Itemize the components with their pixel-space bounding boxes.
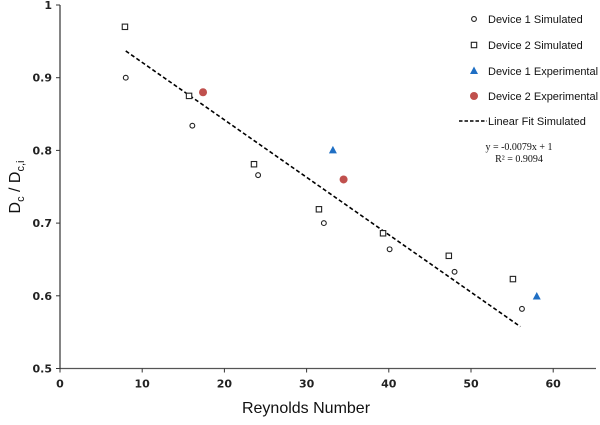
legend-label: Linear Fit Simulated (488, 116, 586, 128)
svg-text:Dc / Dc,i: Dc / Dc,i (7, 161, 27, 214)
data-point (386, 246, 393, 253)
data-point (255, 172, 262, 179)
legend-marker-icon (470, 92, 478, 100)
data-points (121, 23, 541, 312)
data-point (445, 252, 453, 260)
data-point (189, 122, 196, 129)
legend-item: Device 2 Experimental (470, 91, 598, 103)
y-tick-label: 0.6 (33, 290, 53, 303)
axes: 0.50.60.70.80.910 10 20 30 40 50 60 (33, 0, 596, 391)
x-tick-label: 20 (217, 378, 233, 391)
series-device-2-experimental (199, 88, 348, 184)
series-device-1-experimental (328, 145, 541, 300)
x-tick-label: 50 (463, 378, 479, 391)
y-tick-label: 0.5 (33, 363, 53, 376)
legend-label: Device 1 Experimental (488, 66, 598, 78)
y-axis-title: Dc / Dc,i (7, 161, 27, 214)
legend-label: Device 2 Simulated (488, 40, 583, 52)
legend-label: Device 2 Experimental (488, 91, 598, 103)
data-point (199, 88, 208, 97)
y-tick-label: 0.9 (33, 72, 53, 85)
legend-item: Linear Fit Simulated (459, 116, 586, 128)
series-device-2-simulated (121, 23, 517, 283)
legend: Device 1 Simulated Device 2 Simulated Devi… (459, 14, 598, 128)
legend-marker-icon (470, 66, 478, 74)
x-tick-label: 10 (135, 378, 151, 391)
linear-fit-line (125, 50, 521, 328)
data-point (122, 74, 129, 81)
x-tick-label: 40 (381, 378, 397, 391)
data-point (185, 92, 193, 100)
y-tick-label: 0.7 (33, 217, 53, 230)
data-point (379, 230, 387, 237)
series-device-1-simulated (122, 74, 525, 312)
data-point (532, 292, 541, 300)
legend-marker-icon (470, 41, 478, 49)
fit-r-squared: R² = 0.9094 (495, 154, 543, 165)
x-tick-label: 30 (299, 378, 315, 391)
fit-equation: y = -0.0079x + 1 (485, 142, 552, 153)
y-tick-label: 0.8 (33, 144, 53, 157)
data-point (509, 275, 517, 283)
legend-marker-icon (471, 16, 477, 22)
data-point (451, 268, 458, 275)
data-point (250, 160, 258, 168)
y-tick-label: 1 (44, 0, 52, 12)
x-tick-label: 0 (56, 378, 64, 391)
x-tick-label: 60 (546, 378, 562, 391)
data-point (320, 220, 327, 227)
data-point (328, 145, 337, 154)
legend-label: Device 1 Simulated (488, 14, 583, 26)
legend-item: Device 1 Simulated (471, 14, 583, 26)
data-point (315, 206, 323, 213)
data-point (519, 305, 525, 312)
legend-item: Device 2 Simulated (470, 40, 583, 52)
data-point (121, 23, 129, 31)
legend-item: Device 1 Experimental (470, 66, 598, 78)
x-axis-title: Reynolds Number (242, 400, 371, 417)
data-point (339, 175, 348, 184)
